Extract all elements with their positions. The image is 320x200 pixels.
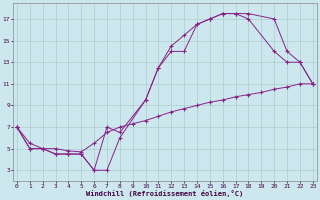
X-axis label: Windchill (Refroidissement éolien,°C): Windchill (Refroidissement éolien,°C): [86, 190, 244, 197]
